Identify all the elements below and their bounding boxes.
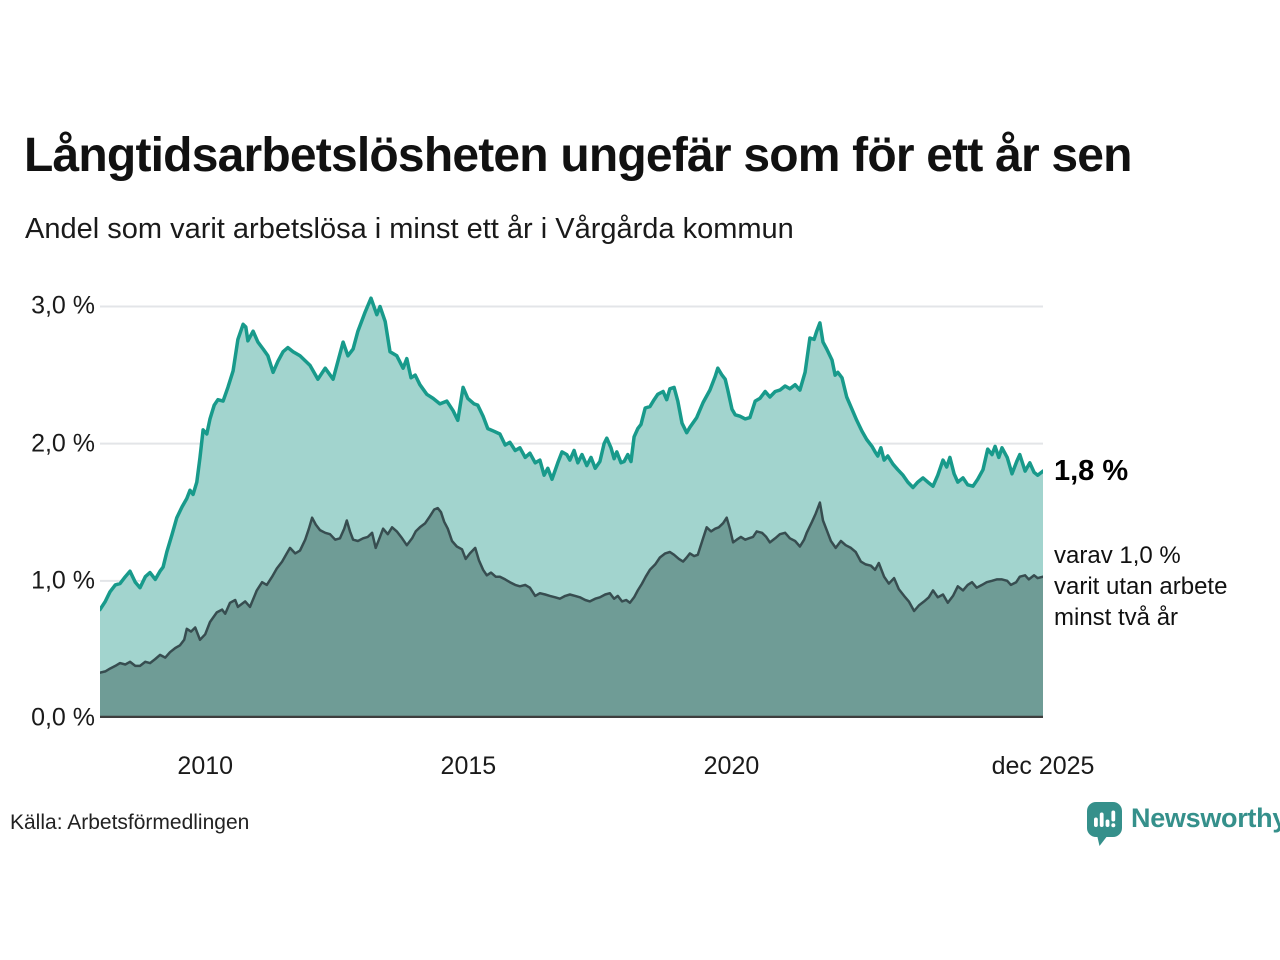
y-tick-label: 3,0 % xyxy=(31,291,95,320)
newsworthy-wordmark: Newsworthy xyxy=(1131,803,1280,833)
area-chart-svg xyxy=(100,296,1043,718)
x-tick-label: 2010 xyxy=(177,752,234,780)
two-year-annotation-line: minst två år xyxy=(1054,604,1179,631)
latest-total-annotation: 1,8 % xyxy=(1054,455,1129,487)
bar-chart-speech-bubble-icon xyxy=(1086,801,1123,847)
y-tick-label: 0,0 % xyxy=(31,703,95,732)
two-year-annotation-line: varit utan arbete xyxy=(1054,573,1228,600)
source-attribution: Källa: Arbetsförmedlingen xyxy=(10,811,250,834)
y-tick-label: 1,0 % xyxy=(31,566,95,595)
two-year-annotation: varav 1,0 % varit utan arbete minst två … xyxy=(1054,540,1227,633)
area-chart-plot xyxy=(100,290,1043,718)
x-tick-label: 2020 xyxy=(703,752,760,780)
x-tick-label: dec 2025 xyxy=(991,752,1095,780)
newsworthy-logo: Newsworthy xyxy=(1086,801,1280,847)
two-year-annotation-line: varav 1,0 % xyxy=(1054,542,1181,569)
x-tick-label: 2015 xyxy=(440,752,497,780)
page-subtitle: Andel som varit arbetslösa i minst ett å… xyxy=(25,213,794,245)
page-title: Långtidsarbetslösheten ungefär som för e… xyxy=(24,129,1133,182)
y-tick-label: 2,0 % xyxy=(31,429,95,458)
